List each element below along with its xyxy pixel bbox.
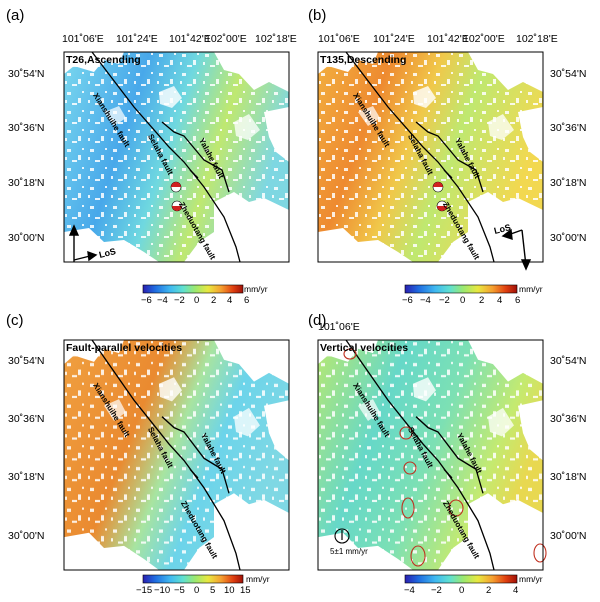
colorbar-a [142, 284, 244, 294]
lat-tick: 30˚00'N [8, 530, 45, 542]
lon-tick: 102˚00'E [463, 33, 505, 45]
colorbar-tick: −4 [404, 585, 415, 596]
panel-title-d: Vertical velocities [320, 342, 409, 354]
panel-label-d: (d) [308, 312, 327, 329]
lat-tick: 30˚54'N [8, 355, 45, 367]
lat-tick: 30˚36'N [8, 413, 45, 425]
panel-label-b: (b) [308, 7, 327, 24]
colorbar-tick: 4 [227, 295, 233, 306]
colorbar-tick: −10 [154, 585, 171, 596]
colorbar-tick: 4 [497, 295, 503, 306]
colorbar-unit: mm/yr [246, 574, 270, 584]
colorbar-tick: 0 [194, 295, 200, 306]
lat-tick: 30˚18'N [550, 471, 587, 483]
colorbar-d [404, 574, 518, 584]
lat-tick: 30˚36'N [550, 413, 587, 425]
panel-title-c: Fault-parallel velocities [66, 342, 183, 354]
colorbar-tick: 5 [210, 585, 216, 596]
panel-label-a: (a) [6, 7, 25, 24]
lon-tick: 101˚06'E [318, 33, 360, 45]
los-arrow-icon [68, 224, 98, 262]
lon-tick: 101˚06'E [62, 33, 104, 45]
lat-tick: 30˚54'N [550, 355, 587, 367]
lat-tick: 30˚00'N [550, 530, 587, 542]
panel-title-a: T26,Ascending [66, 54, 141, 66]
velocity-ellipses [343, 348, 547, 567]
colorbar-tick: 10 [224, 585, 235, 596]
colorbar-tick: 6 [515, 295, 521, 306]
lon-tick: 101˚24'E [116, 33, 158, 45]
colorbar-tick: −4 [420, 295, 431, 306]
colorbar-tick: −2 [431, 585, 442, 596]
colorbar-tick: −2 [174, 295, 185, 306]
colorbar-unit: mm/yr [519, 284, 543, 294]
panel-d [317, 339, 547, 571]
panel-a [63, 51, 290, 263]
colorbar-tick: −5 [174, 585, 185, 596]
panel-c [63, 339, 290, 571]
focal-mechanism-icon [432, 181, 448, 212]
colorbar-b [404, 284, 518, 294]
colorbar-tick: −6 [141, 295, 152, 306]
colorbar-tick: 15 [240, 585, 251, 596]
lon-tick: 101˚42'E [169, 33, 211, 45]
colorbar-tick: 6 [244, 295, 250, 306]
colorbar-unit: mm/yr [519, 574, 543, 584]
panel-label-c: (c) [6, 312, 24, 329]
colorbar-tick: 0 [194, 585, 200, 596]
panel-title-b: T135,Descending [320, 54, 407, 66]
colorbar-tick: 0 [459, 585, 465, 596]
lat-tick: 30˚18'N [550, 177, 587, 189]
panel-b [317, 51, 544, 271]
colorbar-tick: 2 [479, 295, 485, 306]
colorbar-tick: −6 [402, 295, 413, 306]
lon-tick: 102˚18'E [516, 33, 558, 45]
lat-tick: 30˚36'N [8, 122, 45, 134]
lat-tick: 30˚36'N [550, 122, 587, 134]
lat-tick: 30˚18'N [8, 177, 45, 189]
lon-tick: 102˚18'E [255, 33, 297, 45]
scale-ellipse-icon [334, 528, 350, 544]
scale-label: 5±1 mm/yr [330, 547, 368, 556]
colorbar-tick: −4 [157, 295, 168, 306]
colorbar-tick: 2 [486, 585, 492, 596]
lon-tick: 101˚24'E [373, 33, 415, 45]
lat-tick: 30˚00'N [8, 232, 45, 244]
lon-tick: 101˚42'E [427, 33, 469, 45]
lon-tick: 101˚06'E [318, 321, 360, 333]
lat-tick: 30˚00'N [550, 232, 587, 244]
lat-tick: 30˚18'N [8, 471, 45, 483]
lon-tick: 102˚00'E [205, 33, 247, 45]
colorbar-tick: 0 [460, 295, 466, 306]
colorbar-tick: −15 [136, 585, 153, 596]
colorbar-tick: 4 [513, 585, 519, 596]
colorbar-tick: 2 [211, 295, 217, 306]
lat-tick: 30˚54'N [550, 68, 587, 80]
focal-mechanism-icon [170, 181, 183, 212]
colorbar-c [142, 574, 244, 584]
colorbar-unit: mm/yr [244, 284, 268, 294]
lat-tick: 30˚54'N [8, 68, 45, 80]
colorbar-tick: −2 [439, 295, 450, 306]
